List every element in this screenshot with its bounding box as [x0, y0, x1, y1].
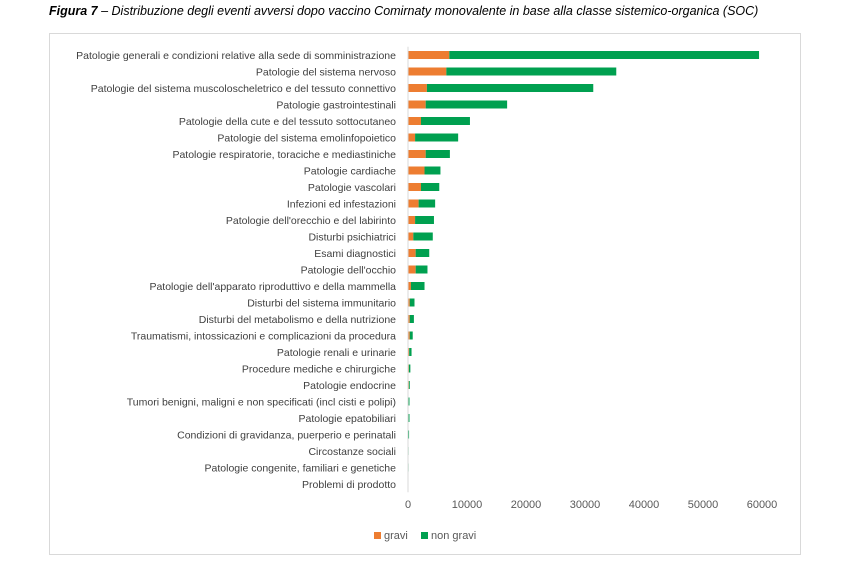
bar-non-gravi	[415, 249, 430, 257]
bar-non-gravi	[418, 199, 436, 208]
x-tick-label: 10000	[452, 499, 483, 511]
category-label: Patologie cardiache	[304, 166, 396, 178]
category-label: Patologie epatobiliari	[299, 413, 396, 425]
x-tick-label: 30000	[570, 499, 601, 511]
bar-non-gravi	[415, 265, 428, 274]
category-label: Patologie del sistema muscoloscheletrico…	[91, 83, 396, 95]
bar-non-gravi	[415, 133, 459, 142]
category-label: Patologie dell'occhio	[301, 265, 397, 277]
category-label: Circostanze sociali	[308, 446, 396, 458]
bar-non-gravi	[420, 117, 470, 125]
bar-non-gravi	[424, 166, 441, 175]
figure-label: Figura 7	[49, 4, 98, 18]
bar-non-gravi	[408, 430, 410, 439]
x-tick-label: 40000	[629, 499, 660, 511]
bar-gravi	[408, 216, 416, 224]
bar-non-gravi	[413, 232, 433, 241]
x-tick-labels: 0 10000 20000 30000 40000 50000 60000	[405, 499, 777, 511]
category-label: Traumatismi, intossicazioni e complicazi…	[131, 331, 396, 343]
category-label: Patologie respiratorie, toraciche e medi…	[172, 149, 396, 161]
bar-non-gravi	[410, 282, 425, 290]
bar-gravi	[408, 84, 427, 92]
category-label: Tumori benigni, maligni e non specificat…	[127, 397, 396, 409]
bar-gravi	[408, 249, 416, 257]
x-tick-label: 0	[405, 499, 411, 511]
bar-non-gravi	[446, 67, 617, 76]
category-label: Patologie gastrointestinali	[276, 100, 396, 112]
x-tick-label: 20000	[511, 499, 542, 511]
category-label: Procedure mediche e chirurgiche	[242, 364, 396, 376]
chart-frame	[49, 33, 801, 555]
category-label: Patologie congenite, familiari e genetic…	[205, 463, 397, 475]
bar-non-gravi	[409, 298, 415, 307]
category-label: Condizioni di gravidanza, puerperio e pe…	[177, 430, 396, 442]
legend: gravi non gravi	[374, 530, 476, 542]
bar-non-gravi	[409, 348, 412, 356]
category-label: Patologie della cute e del tessuto sotto…	[179, 116, 396, 128]
bar-non-gravi	[408, 381, 410, 389]
bar-non-gravi	[408, 397, 410, 406]
bar-gravi	[408, 166, 425, 175]
category-label: Patologie del sistema emolinfopoietico	[217, 133, 396, 145]
bar-gravi	[408, 150, 426, 158]
category-label: Patologie endocrine	[303, 380, 396, 392]
category-label: Patologie dell'orecchio e del labirinto	[226, 215, 396, 227]
bar-non-gravi	[409, 331, 413, 340]
bar-gravi	[408, 348, 410, 356]
figure-title: – Distribuzione degli eventi avversi dop…	[97, 4, 759, 18]
category-label: Esami diagnostici	[314, 248, 396, 260]
bar-gravi	[408, 315, 410, 323]
bars	[408, 51, 760, 488]
figure-caption: Figura 7 – Distribuzione degli eventi av…	[49, 4, 758, 18]
bar-gravi	[408, 183, 421, 191]
category-label: Patologie renali e urinarie	[277, 347, 396, 359]
x-tick-label: 60000	[747, 499, 778, 511]
bar-non-gravi	[409, 315, 414, 323]
category-label: Disturbi psichiatrici	[308, 232, 396, 244]
bar-non-gravi	[426, 84, 594, 92]
category-label: Infezioni ed infestazioni	[287, 199, 396, 211]
legend-swatch-gravi	[374, 532, 381, 539]
bar-gravi	[408, 331, 410, 340]
bar-gravi	[408, 100, 426, 109]
bar-gravi	[408, 67, 447, 76]
bar-non-gravi	[408, 364, 411, 373]
x-tick-label: 50000	[688, 499, 719, 511]
bar-gravi	[408, 117, 421, 125]
bar-gravi	[408, 133, 416, 142]
legend-label: non gravi	[431, 530, 476, 542]
bar-gravi	[408, 265, 416, 274]
category-label: Patologie del sistema nervoso	[256, 67, 396, 79]
category-label: Disturbi del sistema immunitario	[247, 298, 396, 310]
legend-swatch-non-gravi	[421, 532, 428, 539]
bar-gravi	[408, 232, 414, 241]
category-label: Patologie dell'apparato riproduttivo e d…	[149, 281, 396, 293]
category-label: Disturbi del metabolismo e della nutrizi…	[199, 314, 396, 326]
legend-label: gravi	[384, 530, 408, 542]
bar-non-gravi	[449, 51, 760, 59]
bar-non-gravi	[415, 216, 434, 224]
bar-non-gravi	[408, 414, 410, 422]
bar-gravi	[408, 298, 410, 307]
category-label: Patologie generali e condizioni relative…	[76, 50, 396, 62]
bar-non-gravi	[425, 150, 450, 158]
bar-non-gravi	[425, 100, 508, 109]
bar-gravi	[408, 199, 419, 208]
category-label: Problemi di prodotto	[302, 479, 396, 491]
bar-gravi	[408, 51, 450, 59]
bar-non-gravi	[420, 183, 440, 191]
category-label: Patologie vascolari	[308, 182, 396, 194]
category-labels: Patologie generali e condizioni relative…	[76, 50, 396, 491]
bar-gravi	[408, 282, 411, 290]
